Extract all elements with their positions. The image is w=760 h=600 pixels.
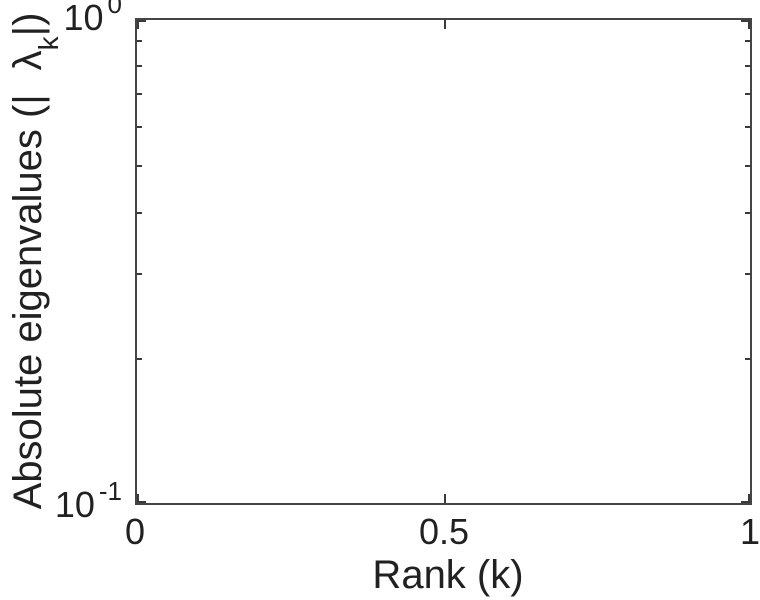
y-minor-tick-mark (137, 126, 142, 128)
x-tick-mark (137, 20, 139, 29)
y-minor-tick-mark (745, 273, 750, 275)
x-tick-mark (748, 20, 750, 29)
y-minor-tick-mark (745, 93, 750, 95)
y-tick-mark (741, 501, 750, 503)
y-minor-tick-mark (745, 165, 750, 167)
y-tick-label-1e-1: 10 -1 (0, 478, 122, 526)
y-axis-label: Absolute eigenvalues (|λk|) (0, 0, 64, 561)
y-tick-exponent: -1 (98, 476, 122, 506)
y-minor-tick-mark (745, 40, 750, 42)
x-tick-mark (444, 494, 446, 503)
plot-area (135, 18, 752, 505)
y-minor-tick-mark (137, 212, 142, 214)
y-tick-mark (137, 20, 146, 22)
y-minor-tick-mark (137, 358, 142, 360)
y-tick-mark (741, 20, 750, 22)
y-tick-mark (137, 501, 146, 503)
x-tick-label-0_5: 0.5 (418, 511, 470, 552)
x-tick-mark (748, 494, 750, 503)
y-minor-tick-mark (745, 358, 750, 360)
x-tick-label-1: 1 (739, 511, 760, 552)
lambda-symbol: λ (6, 50, 50, 71)
y-tick-exponent: 0 (107, 0, 122, 19)
x-axis-label: Rank (k) (372, 553, 524, 597)
y-minor-tick-mark (137, 165, 142, 167)
y-minor-tick-mark (745, 126, 750, 128)
x-tick-mark (137, 494, 139, 503)
y-minor-tick-mark (137, 65, 142, 67)
x-tick-label-0: 0 (124, 511, 146, 552)
y-minor-tick-mark (137, 93, 142, 95)
y-tick-base: 10 (54, 484, 95, 525)
y-axis-label-text: Absolute eigenvalues (| (6, 94, 50, 510)
y-tick-label-1e0: 10 0 (0, 0, 122, 39)
y-minor-tick-mark (745, 65, 750, 67)
y-tick-base: 10 (63, 0, 104, 38)
y-minor-tick-mark (137, 273, 142, 275)
y-minor-tick-mark (137, 40, 142, 42)
x-tick-mark (444, 20, 446, 29)
y-minor-tick-mark (745, 212, 750, 214)
